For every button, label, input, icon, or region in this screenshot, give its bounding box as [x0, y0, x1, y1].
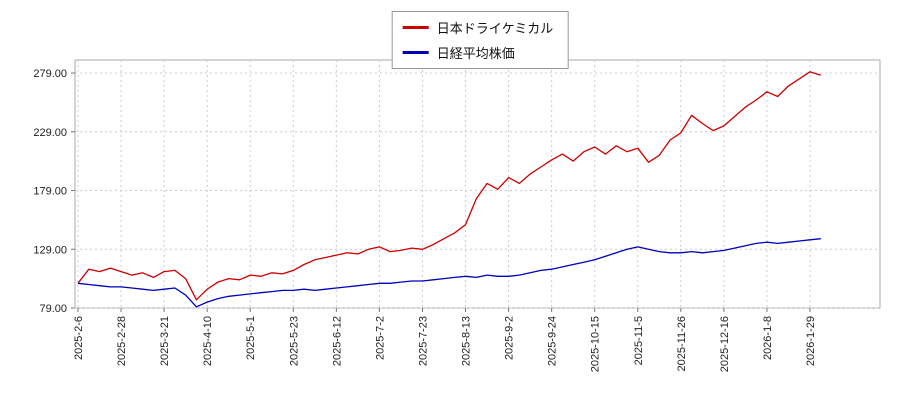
x-tick-label: 2025-9-24	[547, 316, 559, 366]
y-tick-label: 229.00	[33, 127, 67, 139]
series-line-1	[77, 238, 821, 308]
x-tick-label: 2025-12-16	[719, 316, 731, 372]
x-tick-label: 2025-11-26	[676, 316, 688, 371]
x-tick-label: 2025-4-10	[202, 316, 214, 366]
y-tick-label: 79.00	[39, 303, 67, 315]
x-tick-label: 2026-1-29	[805, 316, 817, 366]
x-tick-label: 2026-1-8	[762, 316, 774, 360]
legend-label-stock: 日本ドライケミカル	[436, 21, 554, 36]
y-tick-label: 279.00	[33, 68, 67, 80]
y-tick-label: 129.00	[33, 244, 67, 256]
x-tick-label: 2025-2-6	[73, 316, 85, 360]
x-tick-label: 2025-3-21	[159, 316, 171, 366]
legend: 日本ドライケミカル 日経平均株価	[391, 11, 569, 69]
x-tick-label: 2025-9-2	[504, 316, 516, 360]
x-tick-label: 2025-7-2	[374, 316, 386, 360]
x-tick-label: 2025-5-23	[288, 316, 300, 366]
y-tick-label: 179.00	[33, 186, 67, 198]
x-tick-label: 2025-10-15	[590, 316, 602, 372]
series-line-0	[77, 71, 822, 301]
x-tick-label: 2025-2-28	[116, 316, 128, 366]
legend-item-index: 日経平均株価	[402, 43, 554, 62]
blue-line-sample	[402, 51, 429, 54]
x-tick-label: 2025-7-23	[417, 316, 429, 366]
x-tick-label: 2025-6-12	[331, 316, 343, 366]
x-tick-label: 2025-11-5	[633, 316, 645, 365]
legend-item-stock: 日本ドライケミカル	[402, 18, 554, 37]
red-line-sample	[402, 26, 429, 29]
legend-label-index: 日経平均株価	[436, 46, 515, 61]
x-tick-label: 2025-8-13	[461, 316, 473, 366]
x-tick-label: 2025-5-1	[245, 316, 257, 360]
